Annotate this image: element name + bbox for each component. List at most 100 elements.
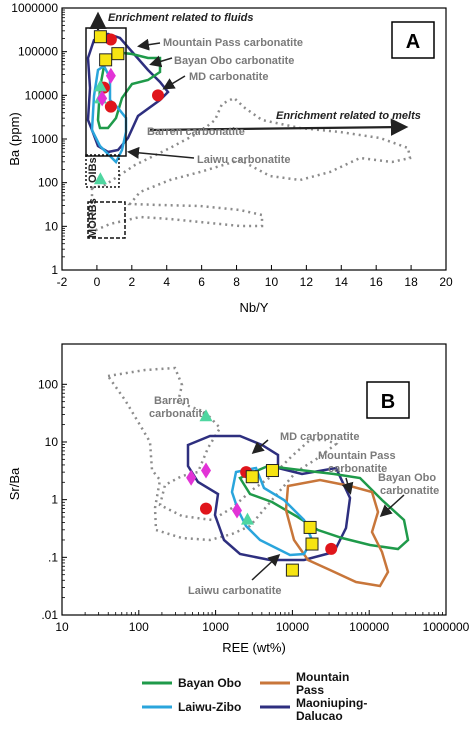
label-barren-b-line2: carbonatite [149,408,208,420]
point-md [104,33,117,46]
point-bayan [186,469,197,486]
label-mountain-pass-b-line1: Mountain Pass [318,450,396,462]
panel-a-ticks: -2 0 2 4 6 8 10 12 14 16 18 20 1 10 100 1000 10000 100000… [11,1,453,289]
arrow-laiwu-b [251,553,281,581]
point-bayan [105,67,116,84]
point-mountain_pass [99,53,113,67]
label-md-b: MD carbonatite [280,431,359,443]
point-bayan [201,462,212,479]
y-tick-label: .1 [48,550,58,564]
y-tick-label: 10000 [25,88,59,102]
legend: Bayan Obo Laiwu-Zibo Mountain Pass Maoni… [142,670,371,723]
point-laiwu [240,512,254,525]
x-tick-label: 14 [335,275,349,289]
x-tick-label: 4 [163,275,170,289]
label-barren-b-line1: Barren [154,395,190,407]
legend-label-maoniuping: Maoniuping- Dalucao [296,696,371,723]
x-tick-label: -2 [57,275,68,289]
arrow-md-b [251,439,269,454]
point-laiwu [199,409,213,422]
x-tick-label: 16 [370,275,384,289]
legend-mountain-pass-line1: Mountain [296,670,349,684]
label-bayan-obo-a: Bayan Obo carbonatite [174,55,294,67]
y-tick-label: 100 [38,377,58,391]
x-tick-label: 1000 [202,620,229,634]
x-tick-label: 10 [55,620,69,634]
label-mountain-pass-a: Mountain Pass carbonatite [163,37,303,49]
legend-maoniuping-line2: Dalucao [296,709,343,723]
mountain-pass-field-b [284,478,390,588]
panel-a-xlabel: Nb/Y [240,300,269,315]
panel-a-ylabel: Ba (ppm) [7,112,22,165]
point-mountain_pass [303,520,317,534]
label-barren-a: Barren carbonatite [147,126,245,138]
point-laiwu [93,79,107,92]
panel-b-letter: B [381,391,395,413]
morbs-field [87,201,126,239]
y-tick-label: 1 [51,493,58,507]
legend-mountain-pass-line2: Pass [296,683,324,697]
y-tick-label: 100000 [18,45,58,59]
y-tick-label: 100 [38,176,58,190]
arrow-mountain-pass-b [341,477,354,495]
x-tick-label: 12 [300,275,314,289]
point-mountain_pass [265,464,279,478]
y-tick-label: 10 [45,219,59,233]
label-enrichment-melts: Enrichment related to melts [276,110,421,122]
x-tick-label: 100000 [349,620,389,634]
label-md-a: MD carbonatite [189,71,268,83]
point-mountain_pass [305,537,319,551]
x-tick-label: 1000000 [423,620,470,634]
x-tick-label: 100 [129,620,149,634]
arrow-laiwu-a [127,146,195,159]
x-tick-label: 20 [439,275,453,289]
panel-b-xlabel: REE (wt%) [222,640,286,655]
point-mountain_pass [93,30,107,44]
panel-a-points [93,30,164,185]
point-md [325,542,338,555]
legend-label-bayan-obo: Bayan Obo [178,676,241,690]
x-tick-label: 10000 [276,620,310,634]
panel-b-ticks: 10 100 1000 10000 100000 1000000 .01 .1 1 10 100 [38,377,470,634]
laiwu-field-b [230,466,314,557]
point-md [152,89,164,102]
y-tick-label: 10 [45,435,59,449]
x-tick-label: 6 [198,275,205,289]
arrow-bayan-obo-a [149,55,173,68]
label-morbs: MORBs [87,198,99,238]
x-tick-label: 2 [128,275,135,289]
arrow-md-a [162,75,186,90]
y-tick-label: 1000000 [11,1,58,15]
panel-a: -2 0 2 4 6 8 10 12 14 16 18 20 1 10 100 1000 10000 100000… [7,1,453,315]
arrow-mountain-pass-a [137,38,161,51]
y-tick-label: .01 [41,608,58,622]
x-tick-label: 0 [94,275,101,289]
point-laiwu [93,172,107,185]
point-mountain_pass [245,470,259,484]
label-laiwu-b: Laiwu carbonatite [188,585,282,597]
arrow-bayan-obo-b [379,494,405,518]
legend-label-laiwu-zibo: Laiwu-Zibo [178,700,241,714]
point-bayan [232,502,243,519]
panel-a-letter: A [406,31,420,53]
legend-maoniuping-line1: Maoniuping- [296,696,367,710]
legend-label-mountain-pass: Mountain Pass [296,670,353,697]
panel-b: 10 100 1000 10000 100000 1000000 .01 .1 1 10 100 B… [7,343,470,655]
panel-a-letter-box [391,21,435,59]
barren-field-b [105,366,339,542]
label-enrichment-fluids: Enrichment related to fluids [108,12,253,24]
arrow-melts [149,118,409,136]
oibs-field [85,154,120,188]
panel-b-ylabel: Sr/Ba [7,467,22,500]
label-bayan-obo-b-line2: carbonatite [380,485,439,497]
label-bayan-obo-b-line1: Bayan Obo [378,472,436,484]
point-md [200,502,213,515]
y-tick-label: 1000 [31,132,58,146]
x-tick-label: 18 [404,275,418,289]
label-mountain-pass-b-line2: carbonatite [328,463,387,475]
x-tick-label: 8 [233,275,240,289]
panel-b-points [186,409,338,577]
point-mountain_pass [285,563,299,577]
x-tick-label: 10 [265,275,279,289]
